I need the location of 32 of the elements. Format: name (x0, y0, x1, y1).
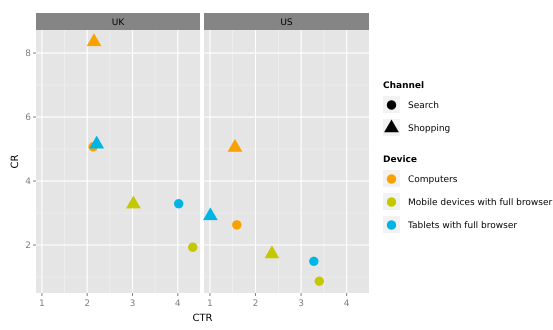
point (174, 199, 184, 208)
point (89, 136, 104, 148)
chart-title: US (280, 18, 293, 28)
x-tick-label: 2 (84, 299, 90, 309)
point (314, 276, 324, 286)
point (202, 207, 218, 220)
text: Channel (383, 81, 424, 91)
x-tick-label: 3 (298, 299, 304, 309)
text: Shopping (408, 124, 450, 134)
y-tick-label: 2 (25, 241, 31, 252)
x-tick-label: 1 (39, 299, 45, 309)
y-tick-label: 4 (25, 177, 32, 188)
y-tick-label: 8 (25, 49, 32, 60)
point (228, 138, 242, 152)
legend-label: Tablets with full browser (407, 221, 518, 231)
x-tick-label: 4 (174, 299, 181, 309)
x-tick-label: 4 (344, 299, 350, 309)
y-tick-label: 6 (25, 113, 32, 124)
point (86, 33, 102, 46)
x-tick-label: 2 (252, 299, 258, 309)
x-axis-title: CTR (192, 313, 213, 324)
y-axis-title: CR (10, 154, 21, 168)
point (188, 242, 198, 252)
x-tick-label: 1 (207, 299, 213, 309)
point (232, 220, 242, 230)
x-tick-label: 3 (130, 299, 136, 309)
legend-label: Computers (408, 175, 458, 185)
chart-title: UK (112, 18, 126, 28)
text: Search (408, 101, 439, 111)
legend-label: Mobile devices with full browser (408, 198, 552, 208)
legend-title: Device (383, 155, 417, 165)
point (309, 256, 319, 266)
